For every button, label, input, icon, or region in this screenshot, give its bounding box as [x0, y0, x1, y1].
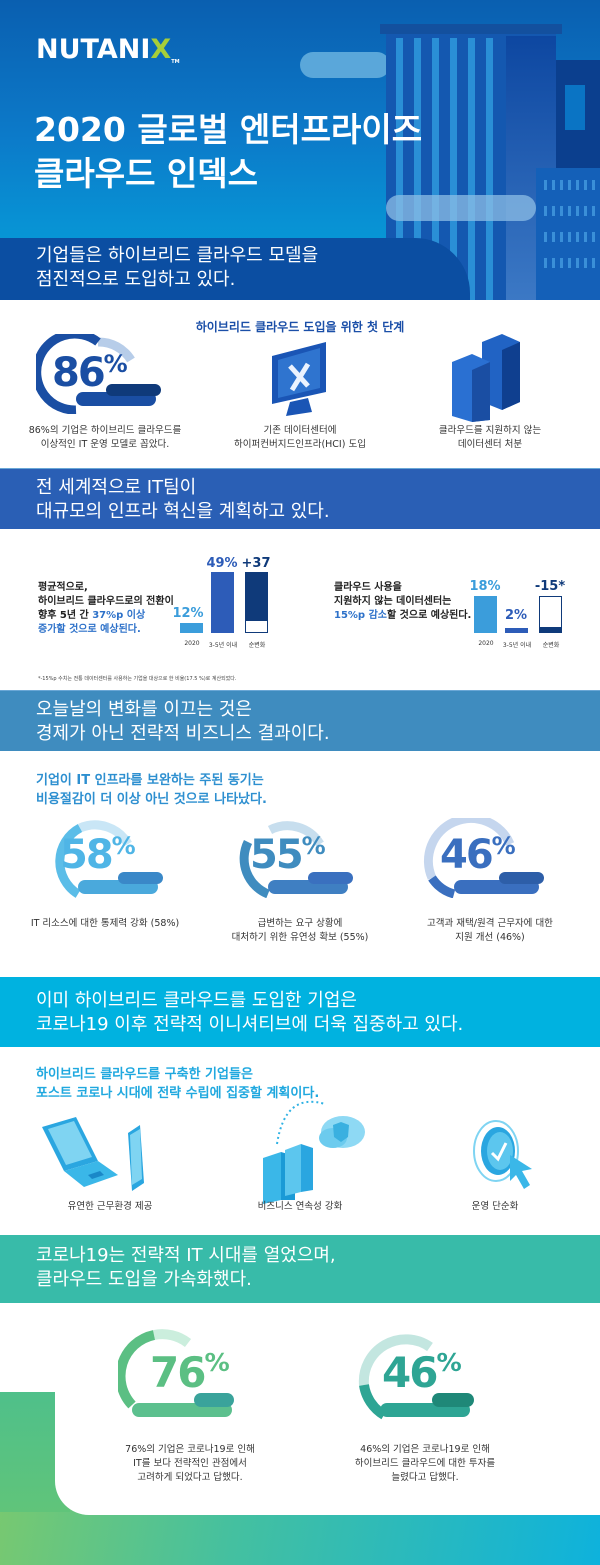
stat-58-caption: IT 리소스에 대한 통제력 강화 (58%)	[30, 918, 180, 929]
bar-net-change	[539, 596, 562, 633]
bar-value: 18%	[469, 579, 501, 594]
section4-heading: 하이브리드 클라우드를 구축한 기업들은 포스트 코로나 시대에 전략 수립에 …	[36, 1067, 320, 1101]
bar-net-change	[245, 572, 268, 633]
nutanix-logo: NUTANIXTM	[36, 34, 180, 65]
section3-heading: 기업이 IT 인프라를 보완하는 주된 동기는 비용절감이 더 이상 아닌 것으…	[36, 773, 267, 807]
check-cursor-icon	[473, 1120, 532, 1189]
stat-86-value: 86%	[52, 350, 128, 396]
server-cloud-shield-icon	[263, 1100, 365, 1204]
ring-86-icon	[36, 334, 161, 414]
building-decoration	[536, 168, 600, 300]
bar-value: -15*	[534, 579, 566, 594]
stat-55-value: 55%	[250, 832, 326, 878]
axis-label: 3-5년 이내	[502, 642, 532, 649]
bar-2020	[180, 623, 203, 633]
axis-label: 순변화	[248, 642, 266, 649]
stat-76-value: 76%	[150, 1348, 230, 1397]
intro-banner-text: 기업들은 하이브리드 클라우드 모델을 점진적으로 도입하고 있다.	[36, 245, 319, 290]
bar-value: 49%	[206, 556, 238, 571]
ring-76-icon	[118, 1329, 234, 1417]
white-panel	[55, 1360, 600, 1515]
bar-value: +37	[241, 556, 271, 571]
section4-banner: 이미 하이브리드 클라우드를 도입한 기업은 코로나19 이후 전략적 이니셔티…	[0, 977, 600, 1047]
stat-76-caption: 76%의 기업은 코로나19로 인해 IT를 보다 전략적인 관점에서 고려하게 되…	[125, 1444, 255, 1483]
axis-label: 순변화	[542, 642, 560, 649]
section3-banner: 오늘날의 변화를 이끄는 것은 경제가 아닌 전략적 비즈니스 결과이다.	[0, 691, 600, 751]
monitor-nutanix-icon	[272, 342, 326, 416]
stat-46-green-value: 46%	[382, 1348, 462, 1397]
server-racks-icon	[452, 334, 520, 422]
flexible-work-label: 유연한 근무환경 제공	[67, 1201, 153, 1212]
dispose-dc-caption: 클라우드를 지원하지 않는 데이터센터 처분	[438, 425, 542, 450]
divider	[0, 690, 600, 691]
bar-2020	[474, 596, 497, 633]
section5-banner: 코로나19는 전략적 IT 시대를 열었으며, 클라우드 도입을 가속화했다.	[0, 1235, 600, 1303]
stat-86-caption: 86%의 기업은 하이브리드 클라우드를 이상적인 IT 운영 모델로 꼽았다.	[28, 425, 182, 450]
bar-value: 12%	[172, 606, 204, 621]
stat-55-caption: 급변하는 요구 상황에 대처하기 위한 유연성 확보 (55%)	[231, 918, 369, 943]
section1-subtitle: 하이브리드 클라우드 도입을 위한 첫 단계	[195, 320, 405, 334]
bar-3-5yr	[505, 628, 528, 633]
footnote: *-15%p 수치는 전통 데이터센터를 사용하는 기업을 대상으로 한 비율(…	[38, 676, 237, 682]
simplify-ops-label: 운영 단순화	[471, 1201, 519, 1212]
bar-3-5yr	[211, 572, 234, 633]
hero-header: NUTANIXTM 2020 글로벌 엔터프라이즈 클라우드 인덱스 기업들은 …	[0, 0, 600, 300]
axis-label: 3-5년 이내	[208, 642, 238, 649]
stat-46-value: 46%	[440, 832, 516, 878]
building-decoration	[565, 85, 585, 130]
business-continuity-label: 비즈니스 연속성 강화	[257, 1201, 343, 1212]
intro-banner	[0, 238, 470, 300]
ring-46-green-icon	[358, 1334, 474, 1420]
bar-value: 2%	[504, 608, 528, 623]
hci-caption: 기존 데이터센터에 하이퍼컨버지드인프라(HCI) 도입	[234, 425, 366, 450]
section2-banner: 전 세계적으로 IT팀이 대규모의 인프라 혁신을 계획하고 있다.	[0, 469, 600, 529]
stat-58-value: 58%	[60, 832, 136, 878]
cloud-decoration	[300, 52, 390, 78]
divider	[0, 468, 600, 469]
ring-55-icon	[239, 821, 353, 898]
ring-58-icon	[55, 820, 163, 898]
chart1-description: 평균적으로, 하이브리드 클라우드로의 전환이 향후 5년 간 37%p 이상 …	[38, 582, 174, 635]
axis-label: 2020	[184, 640, 200, 647]
axis-label: 2020	[478, 640, 494, 647]
laptop-phone-icon	[42, 1117, 144, 1191]
stat-46-green-caption: 46%의 기업은 코로나19로 인해 하이브리드 클라우드에 대한 투자를 늘렸다고…	[354, 1444, 496, 1483]
chart2-description: 클라우드 사용을 지원하지 않는 데이터센터는 15%p 감소할 것으로 예상된…	[334, 582, 472, 621]
cloud-decoration	[386, 195, 536, 221]
ring-46-icon	[423, 818, 544, 898]
page-title: 2020 글로벌 엔터프라이즈 클라우드 인덱스	[34, 110, 423, 193]
stat-46-caption: 고객과 재택/원격 근무자에 대한 지원 개선 (46%)	[427, 918, 553, 943]
